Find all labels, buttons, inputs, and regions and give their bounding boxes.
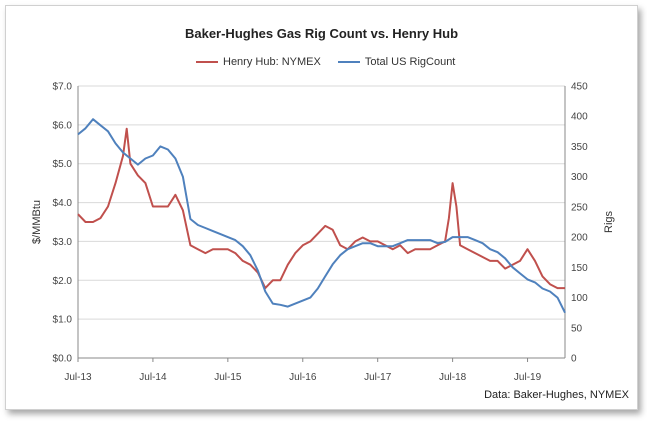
x-tick-label: Jul-16 bbox=[289, 372, 317, 383]
y-left-tick-label: $2.0 bbox=[53, 276, 73, 287]
y-right-tick-label: 400 bbox=[571, 112, 588, 123]
y-right-axis-label: Rigs bbox=[603, 211, 615, 234]
x-tick-label: Jul-15 bbox=[214, 372, 242, 383]
series-line-henry-hub bbox=[77, 127, 565, 290]
y-left-tick-label: $5.0 bbox=[53, 159, 73, 170]
y-left-axis-label: $/MMBtu bbox=[31, 200, 43, 244]
legend-swatch-rig-count bbox=[337, 61, 360, 63]
y-left-tick-label: $0.0 bbox=[53, 354, 73, 365]
x-tick-label: Jul-17 bbox=[364, 372, 392, 383]
y-left-tick-label: $1.0 bbox=[53, 315, 73, 326]
chart-title: Baker-Hughes Gas Rig Count vs. Henry Hub bbox=[184, 26, 459, 41]
y-left-tick-label: $3.0 bbox=[53, 237, 73, 248]
y-right-tick-label: 50 bbox=[571, 323, 583, 334]
legend-swatch-henry-hub bbox=[196, 61, 218, 63]
legend-item-henry-hub: Henry Hub: NYMEX bbox=[196, 56, 321, 68]
legend-label-henry-hub: Henry Hub: NYMEX bbox=[223, 56, 321, 68]
y-right-tick-label: 350 bbox=[571, 142, 588, 153]
y-right-tick-label: 450 bbox=[571, 82, 588, 93]
legend-label-rig-count: Total US RigCount bbox=[364, 56, 456, 68]
x-tick-label: Jul-14 bbox=[139, 372, 167, 383]
y-right-tick-label: 200 bbox=[571, 233, 588, 244]
y-left-tick-label: $7.0 bbox=[53, 82, 73, 93]
x-tick-label: Jul-19 bbox=[514, 372, 542, 383]
y-left-tick-label: $6.0 bbox=[53, 120, 73, 131]
series-line-rig-count bbox=[77, 118, 566, 314]
y-left-tick-label: $4.0 bbox=[53, 198, 73, 209]
y-right-tick-label: 150 bbox=[571, 263, 588, 274]
chart-source: Data: Baker-Hughes, NYMEX bbox=[484, 389, 629, 401]
legend-item-rig-count: Total US RigCount bbox=[337, 56, 456, 68]
y-right-tick-label: 0 bbox=[571, 354, 577, 365]
x-tick-label: Jul-18 bbox=[439, 372, 467, 383]
y-right-tick-label: 250 bbox=[571, 202, 588, 213]
y-right-tick-label: 300 bbox=[571, 172, 588, 183]
chart-frame: Baker-Hughes Gas Rig Count vs. Henry Hub… bbox=[5, 5, 638, 410]
y-right-tick-label: 100 bbox=[571, 293, 588, 304]
x-tick-label: Jul-13 bbox=[64, 372, 92, 383]
chart-legend: Henry Hub: NYMEX Total US RigCount bbox=[196, 54, 469, 68]
